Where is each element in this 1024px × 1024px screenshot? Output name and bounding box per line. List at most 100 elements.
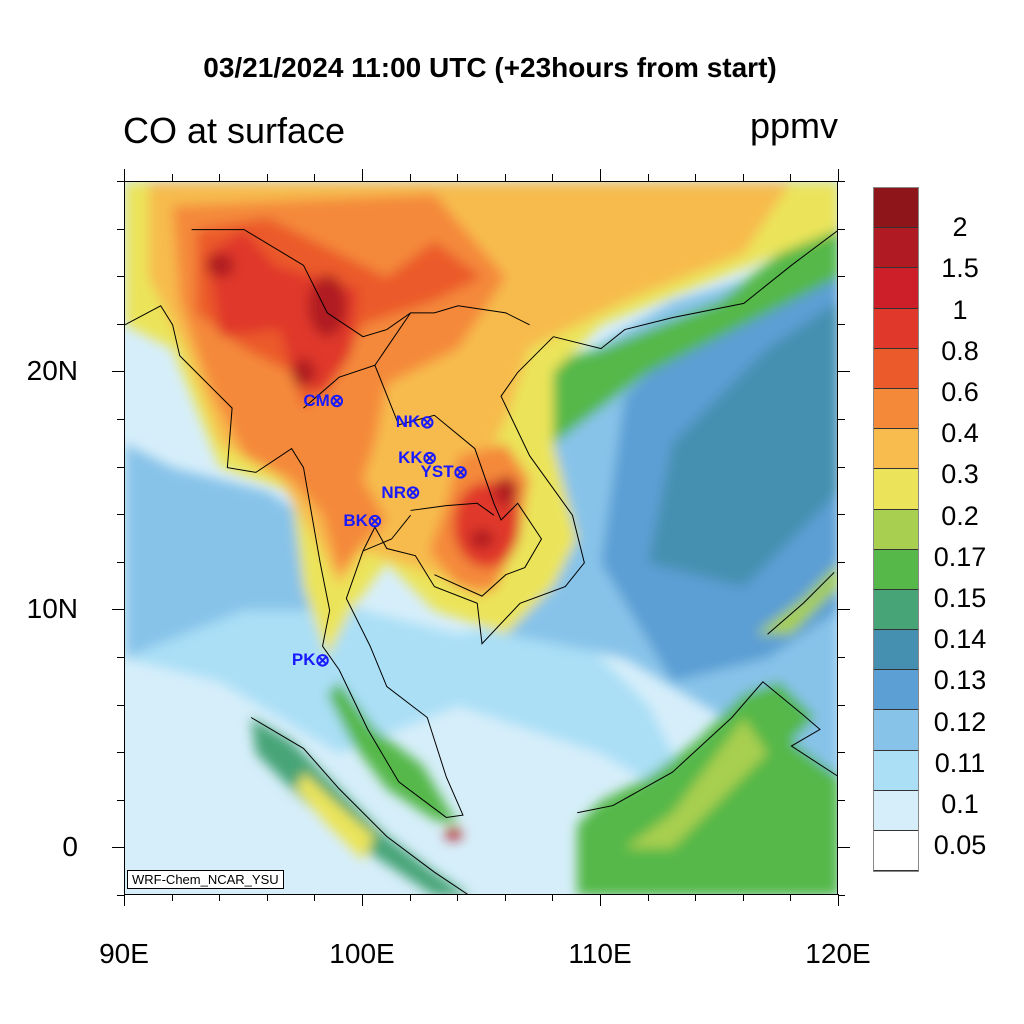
x-tick-mark bbox=[647, 894, 649, 901]
x-tick-mark bbox=[790, 894, 792, 901]
contour-malay bbox=[327, 681, 459, 825]
plot-title: 03/21/2024 11:00 UTC (+23hours from star… bbox=[203, 52, 777, 83]
y-tick-mark bbox=[117, 466, 124, 468]
x-tick-mark bbox=[171, 174, 173, 181]
x-tick-mark bbox=[362, 894, 363, 906]
contour-china-coast bbox=[505, 207, 837, 492]
contour-1.5-b bbox=[205, 253, 235, 278]
x-tick-label: 110E bbox=[568, 938, 632, 969]
y-tick-mark bbox=[838, 704, 845, 706]
station-label: BK bbox=[343, 511, 368, 531]
x-tick-mark bbox=[409, 894, 411, 901]
y-tick-mark bbox=[838, 799, 845, 801]
colorbar-swatch bbox=[874, 388, 918, 430]
coastlines bbox=[125, 230, 838, 895]
x-tick-mark bbox=[457, 894, 459, 901]
contour-sumatra bbox=[251, 717, 468, 894]
x-tick-mark bbox=[219, 174, 221, 181]
x-tick-mark bbox=[457, 174, 459, 181]
colorbar-tick-label: 0.4 bbox=[941, 418, 979, 449]
colorbar-tick-label: 0.17 bbox=[933, 541, 987, 572]
y-tick-mark bbox=[838, 752, 845, 754]
y-tick-mark bbox=[838, 847, 850, 849]
contour-0.8 bbox=[208, 229, 359, 397]
y-tick-mark bbox=[117, 419, 124, 420]
y-tick-mark bbox=[112, 371, 124, 373]
colorbar-swatch bbox=[874, 589, 918, 631]
x-tick-mark bbox=[695, 174, 697, 181]
x-tick-mark bbox=[504, 894, 506, 901]
station-marker-icon bbox=[455, 467, 465, 477]
colorbar-swatch bbox=[874, 228, 918, 269]
station-label: YST bbox=[420, 462, 454, 482]
x-tick-mark bbox=[314, 894, 316, 901]
model-credit: WRF-Chem_NCAR_YSU bbox=[127, 870, 284, 889]
x-tick-mark bbox=[647, 174, 649, 181]
colorbar-tick-label: 0.1 bbox=[941, 789, 979, 819]
y-tick-mark bbox=[117, 657, 124, 658]
colorbar-tick-label: 1.5 bbox=[941, 253, 979, 284]
colorbar-swatch bbox=[874, 790, 918, 831]
contour-0.1 bbox=[125, 467, 837, 848]
colorbar-tick-label: 0.11 bbox=[934, 747, 986, 778]
x-tick-mark bbox=[124, 894, 125, 906]
colorbar-tick-label: 0.3 bbox=[941, 459, 979, 490]
x-tick-mark bbox=[600, 169, 601, 181]
y-tick-mark bbox=[838, 514, 845, 516]
y-tick-mark bbox=[117, 799, 124, 801]
x-tick-mark bbox=[171, 894, 173, 901]
x-tick-mark bbox=[790, 174, 792, 181]
station-label: CM bbox=[303, 390, 330, 410]
station-marker-icon bbox=[332, 396, 342, 406]
y-tick-mark bbox=[838, 609, 850, 611]
x-tick-label: 90E bbox=[99, 938, 149, 969]
colorbar-tick-label: 0.05 bbox=[933, 830, 987, 861]
station-marker-icon bbox=[317, 655, 327, 665]
y-tick-mark bbox=[117, 228, 124, 230]
station-label: PK bbox=[291, 650, 316, 670]
y-tick-mark bbox=[117, 276, 124, 278]
contour-1.5-a bbox=[308, 274, 347, 337]
colorbar-swatch bbox=[874, 750, 918, 791]
colorbar-tick-label: 0.6 bbox=[941, 377, 979, 407]
y-tick-mark bbox=[117, 704, 124, 706]
y-tick-label: 0 bbox=[62, 831, 78, 863]
x-tick-mark bbox=[838, 894, 839, 906]
y-tick-mark bbox=[117, 514, 124, 516]
colorbar-swatch bbox=[874, 429, 918, 470]
contour-borneo-inner bbox=[624, 717, 768, 849]
station-marker-icon bbox=[370, 516, 380, 526]
colorbar-swatch bbox=[874, 670, 918, 711]
x-tick-mark bbox=[552, 174, 554, 181]
colorbar-tick-label: 2 bbox=[952, 212, 968, 243]
station-marker-icon bbox=[408, 487, 418, 497]
variable-label: CO at surface bbox=[123, 110, 346, 151]
y-tick-mark bbox=[838, 323, 845, 325]
y-tick-mark bbox=[838, 181, 845, 182]
station-label: NR bbox=[381, 482, 406, 502]
colorbar-tick-label: 0.15 bbox=[933, 583, 987, 613]
colorbar-tick-label: 1 bbox=[952, 294, 968, 325]
x-tick-mark bbox=[409, 174, 411, 181]
x-tick-mark bbox=[838, 169, 839, 181]
x-tick-mark bbox=[552, 894, 554, 901]
units-label: ppmv bbox=[749, 105, 838, 146]
y-tick-label: 20N bbox=[26, 355, 78, 387]
x-tick-mark bbox=[695, 894, 697, 901]
y-tick-mark bbox=[838, 466, 845, 468]
y-tick-mark bbox=[838, 419, 845, 420]
colorbar-swatch bbox=[874, 831, 918, 872]
station-marker-icon bbox=[424, 453, 434, 463]
x-tick-mark bbox=[600, 894, 601, 906]
x-tick-mark bbox=[266, 174, 268, 181]
x-tick-mark bbox=[742, 894, 744, 901]
y-tick-mark bbox=[117, 181, 124, 182]
y-tick-label: 10N bbox=[26, 593, 78, 625]
y-tick-mark bbox=[117, 561, 124, 563]
colorbar-swatch bbox=[874, 710, 918, 751]
y-tick-mark bbox=[838, 371, 850, 373]
colorbar-swatch bbox=[874, 188, 918, 229]
contour-ocean-bob bbox=[125, 443, 340, 658]
contour-0.14 bbox=[648, 302, 837, 587]
contour-singapore bbox=[445, 828, 462, 841]
